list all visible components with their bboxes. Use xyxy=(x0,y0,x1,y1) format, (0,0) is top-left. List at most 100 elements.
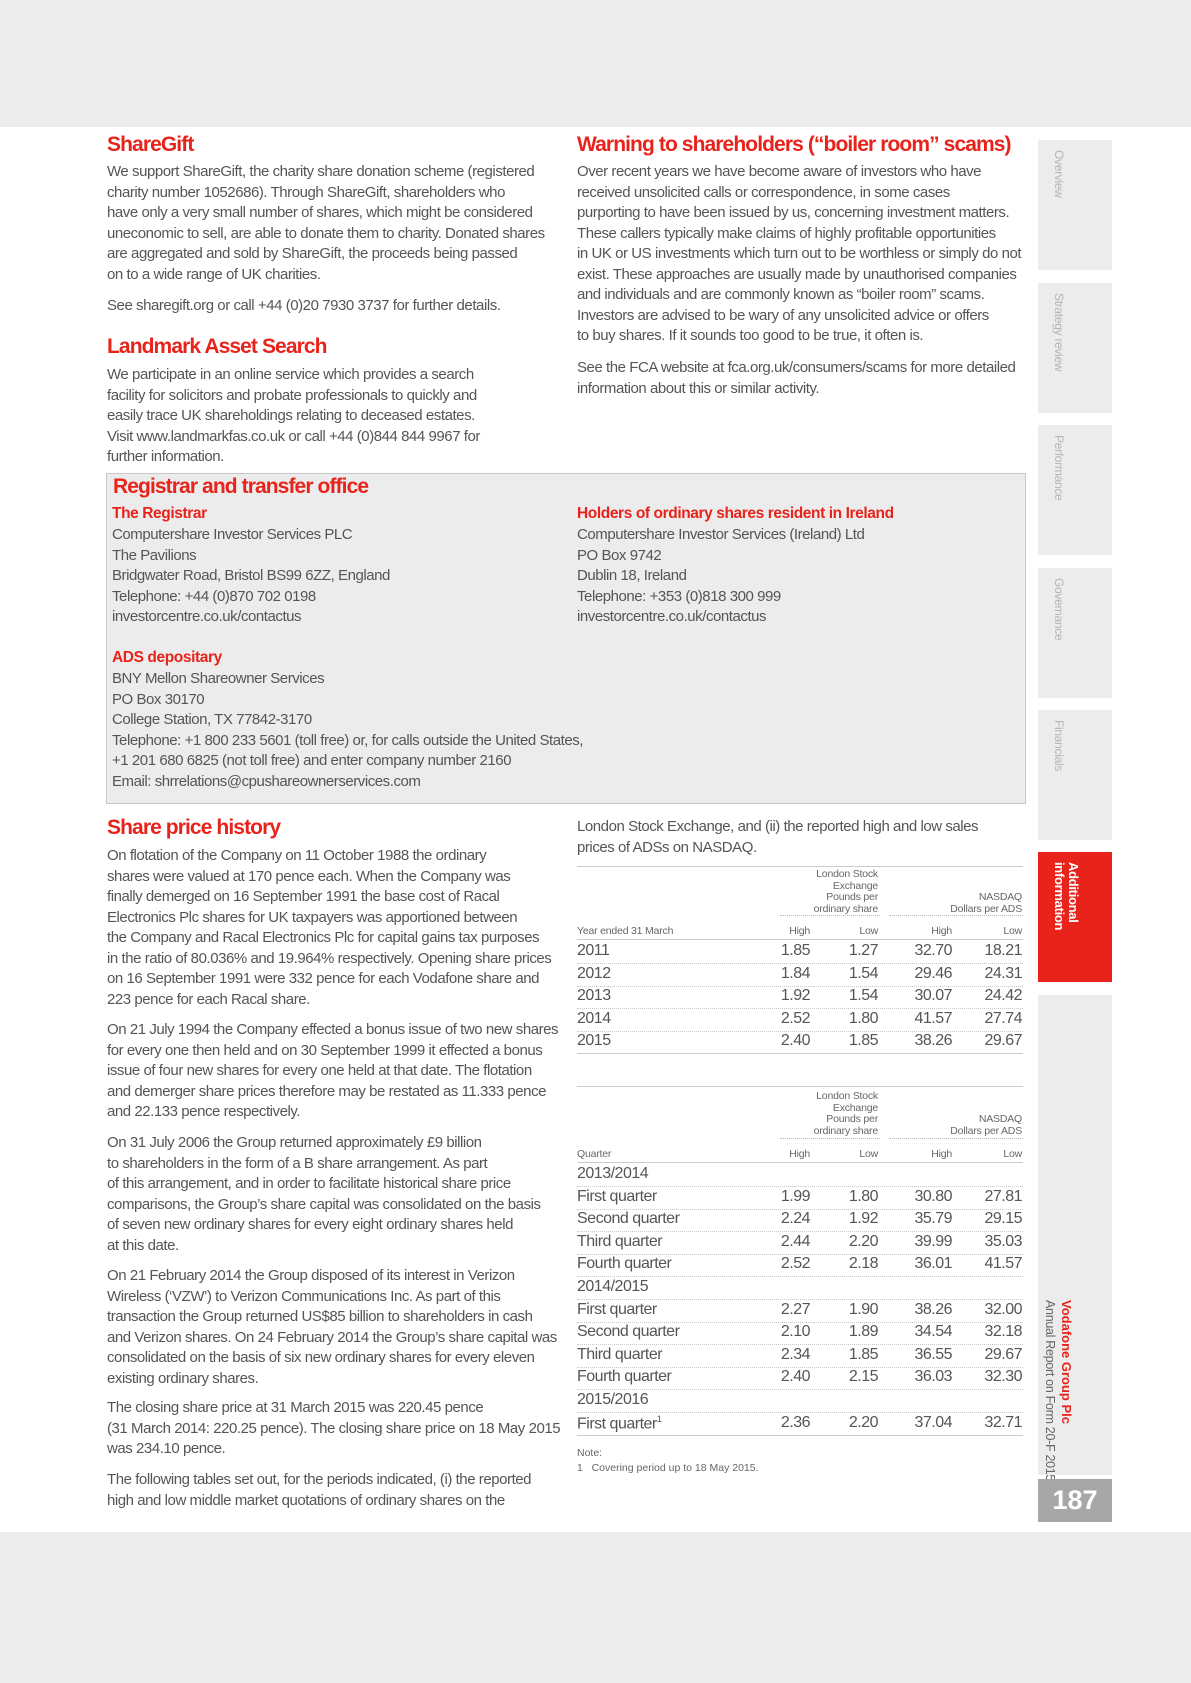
row-label: First quarter xyxy=(577,1187,657,1205)
text-line: purporting to have been issued by us, co… xyxy=(577,204,1010,221)
section-tab-financials[interactable]: Financials xyxy=(1038,710,1112,840)
text-line: Computershare Investor Services PLC xyxy=(112,526,353,543)
table-cell: 39.99 xyxy=(914,1232,952,1250)
text-line: PO Box 30170 xyxy=(112,690,205,708)
table-cell: 35.79 xyxy=(914,1210,952,1228)
text-line: 223 pence for each Racal share. xyxy=(107,990,310,1008)
nasdaq-group-header: NASDAQ Dollars per ADS xyxy=(950,1113,1022,1137)
report-footer: Vodafone Group Plc xyxy=(1058,1300,1074,1424)
table-cell: 30.80 xyxy=(914,1187,952,1205)
text-line: and Verizon shares. On 24 February 2014 … xyxy=(107,1328,557,1346)
text-line: investorcentre.co.uk/contactus xyxy=(577,608,767,625)
text-line: information about this or similar activi… xyxy=(577,379,820,397)
registrar-address: Computershare Investor Services PLC The P… xyxy=(112,525,390,628)
table-top-rule xyxy=(577,1086,1023,1087)
table-cell: 38.26 xyxy=(914,1300,952,1318)
table-cell: 1.92 xyxy=(848,1210,879,1228)
section-tab-governance[interactable]: Governance xyxy=(1038,568,1112,698)
table-cell: 1.85 xyxy=(848,1032,879,1050)
group-header-line: Exchange xyxy=(832,879,878,892)
ireland-address: Computershare Investor Services (Ireland… xyxy=(577,525,865,628)
text-line: finally demerged on 16 September 1991 th… xyxy=(107,888,500,905)
table-cell: 2.36 xyxy=(780,1413,811,1431)
lse-group-rule xyxy=(780,915,880,916)
text-line: Telephone: +1 800 233 5601 (toll free) o… xyxy=(112,731,584,749)
table-row: 2015 2.40 1.85 38.26 29.67 xyxy=(577,1031,1023,1055)
table-cell: 2.24 xyxy=(780,1210,811,1228)
table-cell: 32.00 xyxy=(984,1300,1022,1318)
row-label: 2011 xyxy=(577,942,610,959)
text-line: are aggregated and sold by ShareGift, th… xyxy=(107,245,518,262)
group-header-line: Pounds per xyxy=(826,1113,878,1125)
text-line: (31 March 2014: 220.25 pence). The closi… xyxy=(107,1419,561,1437)
table-cell: 32.18 xyxy=(984,1323,1022,1341)
table-cell: 2.27 xyxy=(780,1300,811,1318)
table-cell: 41.57 xyxy=(914,1009,952,1027)
table-cell: 2.15 xyxy=(848,1368,879,1386)
section-tab-strategy-review[interactable]: Strategy review xyxy=(1038,283,1112,413)
lse-group-header: London Stock Exchange Pounds per ordinary s… xyxy=(814,1090,879,1137)
text-line: College Station, TX 77842-3170 xyxy=(112,711,312,728)
note-label: Note: xyxy=(577,1447,603,1459)
section-tab-additional-information[interactable]: Additional information xyxy=(1038,852,1112,982)
text-line: Email: shrrelations@cpushareownerservice… xyxy=(112,772,421,790)
row-label: Third quarter xyxy=(577,1345,663,1363)
footer-tab xyxy=(1038,995,1112,1475)
bottom-margin xyxy=(0,1532,1191,1683)
row-label: First quarter xyxy=(577,1300,657,1318)
text-line: Wireless (‘VZW’) to Verizon Communicatio… xyxy=(107,1287,501,1305)
group-header-line: Pounds per xyxy=(826,891,878,903)
table-top-rule xyxy=(577,866,1023,867)
text-line: On flotation of the Company on 11 Octobe… xyxy=(107,847,487,864)
section-tab-performance[interactable]: Performance xyxy=(1038,425,1112,555)
text-line: in the ratio of 80.036% and 19.964% resp… xyxy=(107,949,552,967)
text-line: of seven new ordinary shares for every e… xyxy=(107,1216,513,1233)
row-label: First quarter1 xyxy=(577,1413,662,1432)
table-row: Third quarter 2.44 2.20 39.99 35.03 xyxy=(577,1232,1023,1255)
text-line: On 21 February 2014 the Group disposed o… xyxy=(107,1267,515,1284)
text-line: charity number 1052686). Through ShareGi… xyxy=(107,183,505,201)
share-price-p5: The closing share price at 31 March 2015… xyxy=(107,1398,561,1460)
section-tab-overview[interactable]: Overview xyxy=(1038,140,1112,270)
ads-address: BNY Mellon Shareowner Services PO Box 301… xyxy=(112,669,583,792)
column-header: High xyxy=(789,925,810,937)
text-line: the Company and Racal Electronics Plc fo… xyxy=(107,929,540,946)
ads-subheading: ADS depositary xyxy=(112,649,222,666)
table-cell: 1.80 xyxy=(848,1187,879,1205)
row-label: 2014/2015 xyxy=(577,1278,649,1295)
table-cell: 1.54 xyxy=(848,987,879,1005)
registrar-subheading: The Registrar xyxy=(112,505,207,522)
text-line: PO Box 9742 xyxy=(577,546,662,564)
table-cell: 1.89 xyxy=(848,1323,879,1341)
row-label: 2014 xyxy=(577,1009,611,1027)
text-line: have only a very small number of shares,… xyxy=(107,204,533,221)
row-label: Fourth quarter xyxy=(577,1255,672,1273)
table-row: Fourth quarter 2.40 2.15 36.03 32.30 xyxy=(577,1367,1023,1391)
text-line: on to a wide range of UK charities. xyxy=(107,265,321,283)
table-cell: 2.52 xyxy=(780,1009,811,1027)
warning-text: Over recent years we have become aware o… xyxy=(577,162,1022,347)
text-line: The following tables set out, for the pe… xyxy=(107,1471,532,1488)
table-cell: 2.20 xyxy=(848,1413,879,1431)
text-line: issue of four new shares for every one h… xyxy=(107,1062,532,1079)
text-line: and demerger share prices therefore may … xyxy=(107,1082,547,1100)
column-header: Low xyxy=(1003,925,1022,937)
text-line: +1 201 680 6825 (not toll free) and ente… xyxy=(112,752,512,769)
table-row: Second quarter 2.24 1.92 35.79 29.15 xyxy=(577,1209,1023,1233)
row-label: Second quarter xyxy=(577,1210,680,1228)
table-cell: 1.80 xyxy=(848,1009,879,1027)
column-header: Low xyxy=(859,925,878,937)
text-line: Dublin 18, Ireland xyxy=(577,567,687,584)
text-line: Visit www.landmarkfas.co.uk or call +44 … xyxy=(107,427,480,445)
text-line: shares were valued at 170 pence each. Wh… xyxy=(107,867,511,885)
sharegift-heading: ShareGift xyxy=(107,133,194,156)
row-label: 2013 xyxy=(577,987,611,1005)
text-line: to buy shares. If it sounds too good to … xyxy=(577,327,924,344)
table-cell: 2.40 xyxy=(780,1032,811,1050)
text-line: further information. xyxy=(107,448,224,465)
table-cell: 1.84 xyxy=(780,964,811,982)
share-price-heading: Share price history xyxy=(107,816,281,839)
table-cell: 2.20 xyxy=(848,1232,879,1250)
tab-label: Financials xyxy=(1052,720,1066,772)
